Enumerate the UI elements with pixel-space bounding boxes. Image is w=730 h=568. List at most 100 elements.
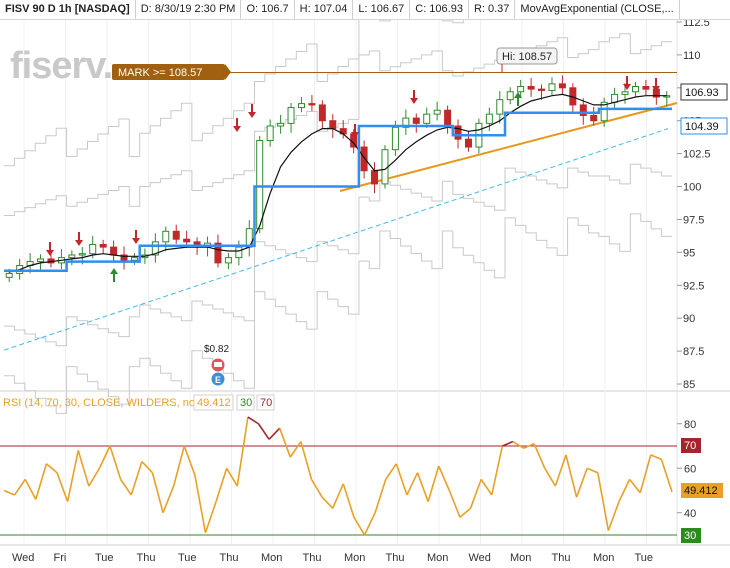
- rsi-segment: [565, 454, 578, 498]
- rsi-segment: [45, 463, 58, 474]
- rsi-segment: [363, 512, 376, 536]
- rsi-segment: [628, 478, 641, 494]
- sell-arrow-head: [410, 98, 418, 104]
- candle-body: [402, 117, 410, 128]
- rsi-segment: [480, 478, 493, 496]
- y-tick-label: 90: [683, 313, 695, 325]
- x-tick-label: Mon: [427, 552, 448, 564]
- x-tick-label: Thu: [552, 552, 571, 564]
- symbol-label[interactable]: FISV 90 D 1h [NASDAQ]: [0, 0, 136, 19]
- earnings-icon[interactable]: E: [211, 372, 225, 386]
- sell-arrow-head: [623, 84, 631, 90]
- x-tick-label: Mon: [593, 552, 614, 564]
- rsi-segment: [310, 478, 323, 498]
- rsi-header-value: 49.412: [197, 397, 231, 409]
- rsi-segment: [437, 465, 451, 491]
- rsi-segment: [204, 501, 217, 534]
- candle-body: [297, 103, 305, 109]
- candle-body: [611, 93, 619, 103]
- candle-body: [579, 104, 587, 116]
- candle-body: [224, 257, 232, 264]
- rsi-segment: [13, 478, 26, 496]
- y-tick-label: 102.5: [683, 149, 711, 161]
- candle-body: [527, 86, 535, 90]
- x-tick-label: Thu: [386, 552, 405, 564]
- fiserv-logo: fiserv.: [10, 45, 112, 87]
- candle-body: [151, 241, 159, 256]
- rsi-segment: [88, 467, 101, 487]
- rsi-segment: [321, 496, 334, 509]
- rsi-segment: [109, 445, 122, 480]
- envelope-band: [4, 33, 672, 216]
- rsi-segment: [247, 416, 259, 425]
- sell-arrow-head: [351, 132, 359, 138]
- candle-body: [642, 86, 650, 90]
- rsi-segment: [162, 485, 175, 514]
- price-axis: 8587.59092.59597.5100102.5105107.5110112…: [677, 17, 711, 391]
- y-tick-label: 97.5: [683, 214, 704, 226]
- last-price-text: 106.93: [685, 87, 719, 99]
- rsi-segment: [331, 483, 345, 509]
- support-trend-line: [339, 102, 678, 192]
- candle-body: [464, 138, 472, 148]
- candle-body: [120, 254, 128, 261]
- y-tick-label: 85: [683, 379, 695, 391]
- candle-body: [548, 83, 556, 91]
- rsi-segment: [66, 450, 80, 502]
- rsi-segment: [194, 474, 207, 533]
- x-tick-label: Wed: [469, 552, 491, 564]
- candle-body: [517, 86, 525, 93]
- rsi-segment: [512, 440, 524, 449]
- y-tick-label: 92.5: [683, 280, 704, 292]
- rsi-segment: [257, 423, 270, 440]
- rsi-segment: [374, 479, 387, 513]
- candle-body: [485, 113, 493, 124]
- rsi-oversold-badge: 30: [681, 528, 701, 543]
- candle-body: [496, 99, 504, 115]
- candle-body: [277, 122, 285, 127]
- rsi-segment: [639, 454, 652, 493]
- rsi-segment: [183, 445, 196, 476]
- mark-label[interactable]: MARK >= 108.57: [112, 64, 231, 80]
- sell-arrow-head: [248, 112, 256, 118]
- rsi-segment: [77, 450, 90, 487]
- candle-body: [318, 104, 326, 122]
- candle-body: [235, 246, 243, 259]
- rsi-segment: [650, 454, 662, 461]
- fast-ema-path: [9, 93, 667, 273]
- rsi-segment: [490, 445, 504, 496]
- dividend-icon[interactable]: [211, 358, 225, 372]
- x-tick-label: Wed: [12, 552, 34, 564]
- high-label: Hi: 108.57: [496, 47, 558, 72]
- rsi-segment: [395, 463, 408, 496]
- stop-line-path: [4, 107, 672, 273]
- rsi-axis: 40 60 80: [677, 419, 696, 520]
- ema-price-badge: 104.39: [680, 117, 728, 135]
- slow-ema-line: [3, 128, 669, 351]
- study-label[interactable]: MovAvgExponential (CLOSE,...: [515, 0, 680, 19]
- trend-line: [339, 102, 678, 192]
- rsi-header[interactable]: RSI (14, 70, 30, CLOSE, WILDERS, no) 49.…: [3, 394, 275, 411]
- rsi-segment: [544, 467, 557, 487]
- rsi-tick-label: 40: [684, 508, 696, 520]
- rsi-segment: [225, 467, 238, 487]
- rsi-segment: [385, 463, 397, 480]
- candle-body: [308, 103, 316, 106]
- rsi-segment: [278, 427, 292, 458]
- high-label-text: Hi: 108.57: [502, 51, 552, 63]
- candle-body: [68, 254, 76, 259]
- time-axis: Wed Fri Tue Thu Tue Thu Mon Thu Mon Thu Mon Wed Mon T…: [12, 552, 653, 564]
- rsi-value-text: 49.412: [684, 485, 718, 497]
- candle-body: [423, 113, 431, 124]
- x-tick-label: Thu: [303, 552, 322, 564]
- rsi-header-over: 30: [240, 397, 252, 409]
- price-envelope: [4, 0, 672, 414]
- rsi-segment: [459, 507, 472, 518]
- stop-line: [4, 107, 672, 273]
- fast-ema-line: [9, 93, 667, 273]
- rsi-title: RSI (14, 70, 30, CLOSE, WILDERS, no): [3, 397, 199, 409]
- dividend-label: $0.82: [204, 344, 229, 355]
- candle-body: [99, 243, 107, 248]
- sell-arrow-head: [132, 238, 140, 244]
